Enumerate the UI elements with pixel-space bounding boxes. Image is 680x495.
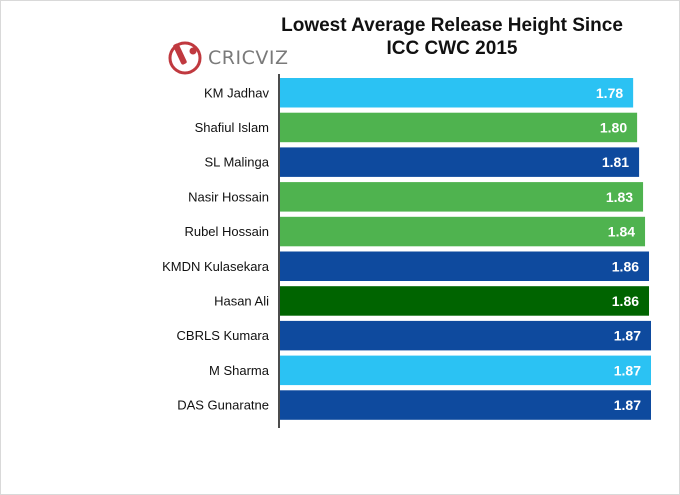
category-label: Nasir Hossain — [188, 189, 269, 204]
logo-text: CRICVIZ — [208, 47, 289, 69]
category-label: SL Malinga — [204, 155, 269, 170]
category-label: DAS Gunaratne — [177, 398, 269, 413]
bar-cbrls-kumara — [280, 320, 651, 351]
bar-shafiul-islam — [280, 112, 638, 143]
value-label: 1.86 — [612, 258, 639, 274]
bar-rubel-hossain — [280, 216, 646, 247]
cricviz-logo: CRICVIZ — [168, 38, 288, 78]
category-label: KMDN Kulasekara — [162, 259, 270, 274]
value-label: 1.84 — [608, 224, 635, 240]
category-label: Shafiul Islam — [195, 120, 269, 135]
value-label: 1.83 — [606, 189, 633, 205]
cricket-bat-ball-icon — [168, 41, 202, 75]
bar-m-sharma — [280, 355, 651, 386]
chart-title-line-2: ICC CWC 2015 — [386, 38, 518, 59]
value-label: 1.87 — [614, 328, 641, 344]
bar-sl-malinga — [280, 147, 640, 177]
category-label: Hasan Ali — [214, 293, 269, 308]
bar-nasir-hossain — [280, 182, 644, 212]
category-label: KM Jadhav — [204, 85, 270, 100]
bar-hasan-ali — [280, 286, 650, 316]
value-label: 1.86 — [612, 293, 639, 309]
bar-kmdn-kulasekara — [280, 251, 650, 281]
bar-km-jadhav — [280, 78, 634, 108]
category-label: Rubel Hossain — [184, 224, 269, 239]
value-label: 1.87 — [614, 397, 641, 413]
category-label: CBRLS Kumara — [177, 328, 270, 343]
bar-das-gunaratne — [280, 390, 651, 420]
bars-group: KM Jadhav 1.78 Shafiul Islam 1.80 SL Malinga… — [162, 78, 651, 420]
chart-title: Lowest Average Release Height Since ICC … — [262, 14, 642, 60]
value-label: 1.81 — [602, 154, 629, 170]
value-label: 1.78 — [596, 85, 623, 101]
category-label: M Sharma — [209, 363, 270, 378]
value-label: 1.87 — [614, 362, 641, 378]
value-label: 1.80 — [600, 119, 627, 135]
chart-title-line-1: Lowest Average Release Height Since — [281, 15, 623, 36]
